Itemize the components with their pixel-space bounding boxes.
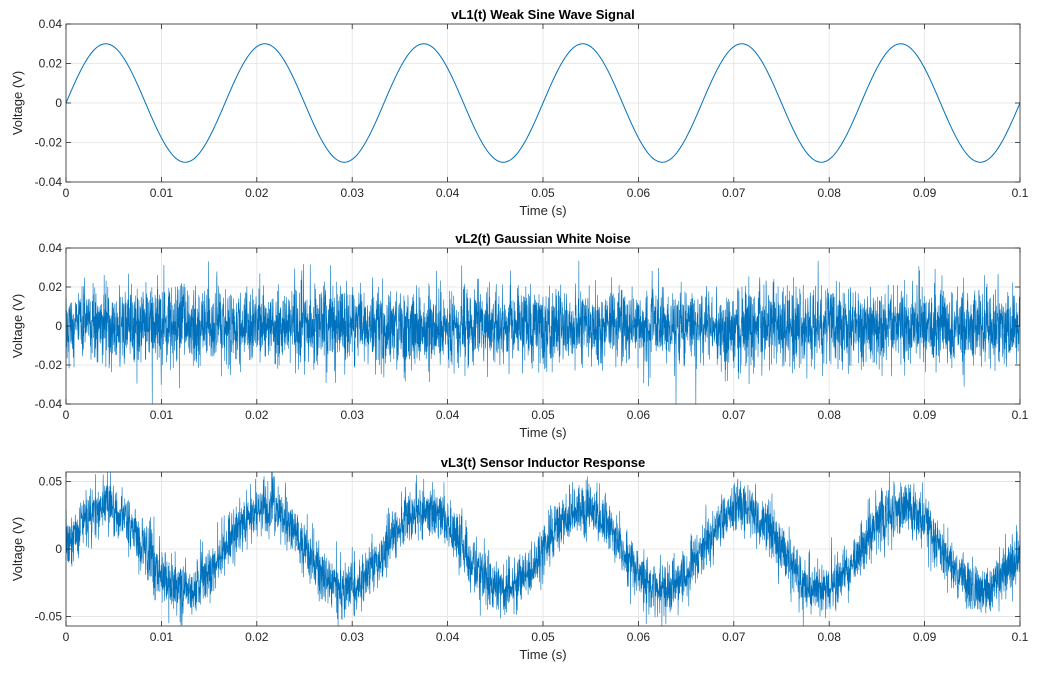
x-tick-label: 0.05 (531, 408, 555, 422)
x-tick-label: 0 (63, 186, 70, 200)
series-line (65, 260, 1021, 405)
x-tick-label: 0.05 (531, 186, 555, 200)
subplot-2: 0 0.01 0.02 0.03 0.04 0.05 0.06 0.07 0.08 0.09 0.1… (10, 231, 1029, 440)
y-tick-label: 0 (55, 96, 62, 110)
x-tick-label: 0.1 (1012, 186, 1029, 200)
x-tick-label: 0.04 (436, 408, 460, 422)
x-axis-label: Time (s) (519, 203, 566, 218)
x-tick-label: 0.03 (341, 408, 365, 422)
x-tick-label: 0.04 (436, 186, 460, 200)
x-tick-label: 0.09 (913, 630, 937, 644)
x-tick-label: 0.07 (722, 630, 746, 644)
y-tick-label: -0.02 (35, 136, 63, 150)
chart-title: vL3(t) Sensor Inductor Response (441, 455, 645, 470)
y-axis-label: Voltage (V) (10, 517, 25, 581)
y-tick-label: -0.04 (35, 175, 63, 189)
y-tick-label: 0.05 (39, 474, 63, 488)
x-tick-label: 0.06 (627, 408, 651, 422)
y-tick-label: 0.04 (39, 17, 63, 31)
chart-title: vL1(t) Weak Sine Wave Signal (451, 7, 635, 22)
y-tick-label: -0.04 (35, 397, 63, 411)
x-tick-label: 0.06 (627, 186, 651, 200)
chart-title: vL2(t) Gaussian White Noise (455, 231, 631, 246)
y-tick-label: -0.05 (35, 610, 63, 624)
x-tick-label: 0 (63, 630, 70, 644)
y-tick-label: 0.02 (39, 280, 63, 294)
x-tick-label: 0.08 (818, 630, 842, 644)
y-tick-label: -0.02 (35, 358, 63, 372)
y-tick-label: 0 (55, 542, 62, 556)
x-tick-label: 0.03 (341, 186, 365, 200)
x-tick-label: 0.1 (1012, 630, 1029, 644)
x-axis-label: Time (s) (519, 425, 566, 440)
x-axis-label: Time (s) (519, 647, 566, 662)
x-tick-label: 0.07 (722, 186, 746, 200)
x-tick-label: 0.01 (150, 408, 174, 422)
x-tick-label: 0.03 (341, 630, 365, 644)
x-tick-label: 0.05 (531, 630, 555, 644)
x-tick-label: 0.09 (913, 408, 937, 422)
x-tick-label: 0.02 (245, 186, 269, 200)
x-tick-label: 0.02 (245, 408, 269, 422)
x-tick-label: 0.08 (818, 408, 842, 422)
y-tick-label: 0.04 (39, 241, 63, 255)
x-tick-label: 0.04 (436, 630, 460, 644)
series-line (65, 43, 1021, 163)
x-tick-label: 0 (63, 408, 70, 422)
subplot-1: 0 0.01 0.02 0.03 0.04 0.05 0.06 0.07 0.08 0.09 0.1… (10, 7, 1029, 218)
x-tick-label: 0.02 (245, 630, 269, 644)
y-axis-label: Voltage (V) (10, 71, 25, 135)
x-tick-label: 0.01 (150, 186, 174, 200)
x-tick-label: 0.01 (150, 630, 174, 644)
subplot-3: 0 0.01 0.02 0.03 0.04 0.05 0.06 0.07 0.08 0.09 0.1… (10, 455, 1029, 662)
x-tick-label: 0.1 (1012, 408, 1029, 422)
x-tick-label: 0.08 (818, 186, 842, 200)
series-line (65, 471, 1021, 627)
y-tick-label: 0 (55, 319, 62, 333)
y-tick-label: 0.02 (39, 57, 63, 71)
x-tick-label: 0.09 (913, 186, 937, 200)
y-axis-label: Voltage (V) (10, 294, 25, 358)
x-tick-label: 0.07 (722, 408, 746, 422)
x-tick-label: 0.06 (627, 630, 651, 644)
